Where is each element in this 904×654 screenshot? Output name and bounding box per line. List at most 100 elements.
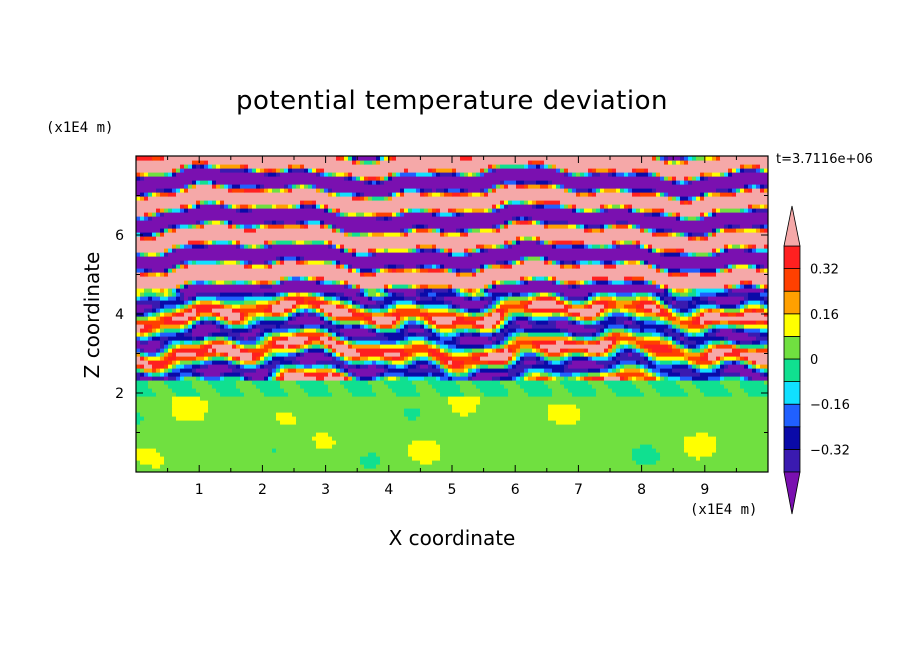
contour-cell — [508, 336, 513, 341]
contour-cell — [580, 372, 589, 377]
contour-cell — [352, 344, 381, 349]
contour-cell — [660, 304, 665, 309]
contour-cell — [568, 308, 601, 313]
contour-cell — [384, 264, 389, 269]
contour-cell — [136, 244, 173, 249]
contour-cell — [556, 324, 585, 329]
contour-cell — [208, 364, 229, 369]
contour-cell — [664, 228, 673, 233]
contour-cell — [584, 348, 589, 353]
contour-cell — [444, 352, 449, 357]
contour-cell — [600, 368, 609, 373]
contour-cell — [600, 296, 613, 301]
contour-cell — [644, 336, 661, 341]
contour-cell — [136, 216, 141, 221]
contour-cell — [484, 248, 489, 253]
contour-cell — [600, 308, 605, 313]
contour-cell — [452, 328, 457, 333]
contour-cell — [268, 376, 273, 381]
contour-cell — [232, 188, 245, 193]
contour-cell — [140, 328, 149, 333]
contour-cell — [172, 172, 177, 177]
contour-cell — [396, 328, 401, 333]
contour-cell — [384, 372, 405, 377]
contour-cell — [180, 224, 189, 229]
contour-cell — [716, 188, 729, 193]
contour-cell — [652, 264, 657, 269]
contour-cell — [564, 260, 573, 265]
contour-cell — [572, 208, 577, 213]
contour-cell — [492, 168, 497, 173]
contour-cell — [704, 312, 721, 317]
contour-cell — [484, 288, 489, 293]
contour-cell — [172, 264, 177, 269]
contour-cell — [568, 332, 573, 337]
contour-cell — [668, 284, 725, 289]
contour-cell — [136, 440, 317, 445]
contour-cell — [764, 372, 768, 377]
contour-cell — [228, 316, 241, 321]
contour-cell — [664, 268, 669, 273]
contour-cell — [700, 308, 705, 313]
contour-cell — [204, 280, 209, 285]
contour-cell — [504, 308, 509, 313]
contour-cell — [256, 344, 261, 349]
contour-cell — [656, 268, 661, 273]
contour-cell — [744, 312, 765, 317]
contour-cell — [196, 300, 201, 305]
contour-cell — [592, 296, 597, 301]
contour-cell — [624, 312, 629, 317]
contour-cell — [540, 296, 553, 301]
contour-cell — [468, 312, 473, 317]
contour-cell — [500, 344, 505, 349]
contour-cell — [512, 220, 517, 225]
contour-cell — [136, 208, 157, 213]
contour-cell — [536, 376, 549, 381]
contour-cell — [224, 340, 229, 345]
contour-cell — [448, 364, 453, 369]
contour-cell — [624, 348, 633, 353]
contour-cell — [340, 336, 345, 341]
contour-cell — [448, 252, 453, 257]
contour-cell — [732, 268, 757, 273]
contour-cell — [716, 300, 741, 305]
contour-cell — [308, 260, 325, 265]
contour-cell — [312, 276, 317, 281]
contour-cell — [220, 220, 225, 225]
contour-cell — [216, 260, 221, 265]
contour-cell — [600, 292, 609, 297]
contour-cell — [716, 252, 721, 257]
contour-cell — [380, 180, 385, 185]
contour-cell — [516, 352, 521, 357]
contour-cell — [608, 224, 613, 229]
contour-cell — [660, 376, 665, 381]
contour-cell — [356, 348, 405, 353]
contour-cell — [156, 232, 161, 237]
contour-cell — [532, 312, 553, 317]
contour-cell — [404, 336, 409, 341]
contour-cell — [168, 372, 181, 377]
contour-cell — [168, 368, 173, 373]
contour-cell — [272, 356, 285, 361]
contour-cell — [656, 372, 661, 377]
contour-cell — [136, 184, 185, 189]
contour-cell — [516, 216, 521, 221]
contour-cell — [344, 368, 349, 373]
contour-cell — [172, 208, 181, 213]
contour-cell — [144, 308, 153, 313]
contour-cell — [280, 324, 301, 329]
contour-cell — [368, 176, 377, 181]
contour-cell — [688, 216, 697, 221]
contour-cell — [732, 288, 765, 293]
contour-cell — [572, 312, 581, 317]
contour-cell — [676, 176, 685, 181]
contour-cell — [244, 296, 273, 301]
contour-cell — [384, 216, 389, 221]
contour-cell — [432, 168, 437, 173]
contour-cell — [308, 348, 325, 353]
contour-cell — [524, 260, 545, 265]
contour-cell — [656, 296, 661, 301]
contour-cell — [628, 312, 633, 317]
contour-cell — [608, 336, 617, 341]
contour-cell — [516, 240, 521, 245]
